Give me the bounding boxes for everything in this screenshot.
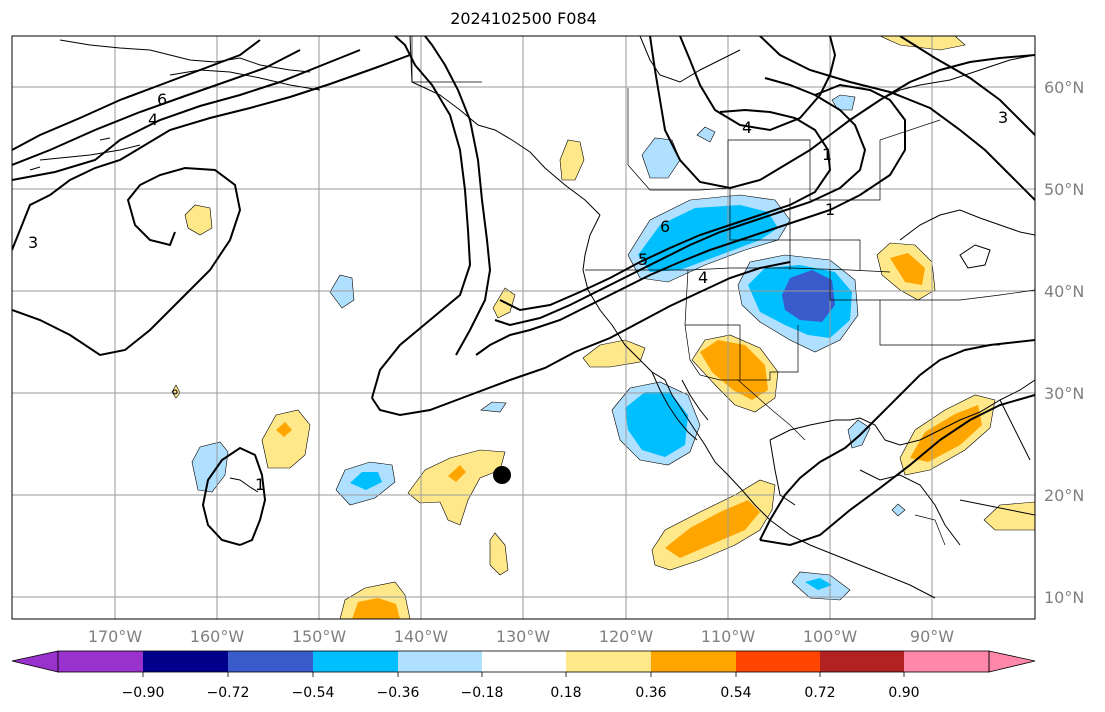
contour-label: 6 [157, 90, 167, 109]
contour-label: 1 [255, 475, 265, 494]
contour-label: 6 [660, 217, 670, 236]
cold-anomaly-region [696, 126, 716, 143]
colorbar-segment [820, 651, 904, 672]
lon-label: 120°W [599, 627, 654, 646]
map-frame [11, 35, 1036, 620]
cold-anomaly-region [891, 503, 906, 517]
colorbar-tick-label: −0.54 [292, 685, 335, 701]
colorbar-segment [313, 651, 398, 672]
lat-label: 10°N [1044, 588, 1084, 607]
contour-label: 1 [825, 200, 835, 219]
colorbar-tick-label: 0.18 [550, 685, 581, 701]
lat-label: 20°N [1044, 486, 1084, 505]
colorbar-tick-label: −0.18 [461, 685, 504, 701]
lon-label: 110°W [701, 627, 756, 646]
contour-labels: 6 4 3 4 1 6 5 4 3 1 1 [28, 90, 1008, 494]
contour-label: 1 [822, 145, 832, 164]
colorbar-tick-label: −0.90 [122, 685, 165, 701]
colorbar-segment [482, 651, 566, 672]
lon-label: 90°W [910, 627, 954, 646]
borders [411, 36, 1035, 546]
colorbar-tick-label: 0.90 [888, 685, 919, 701]
lon-label: 140°W [394, 627, 449, 646]
colorbar-tick-label: 0.54 [720, 685, 751, 701]
map-title: 2024102500 F084 [450, 9, 597, 28]
warm-anomaly-region [261, 409, 311, 469]
lat-label: 40°N [1044, 282, 1084, 301]
lon-label: 170°W [88, 627, 143, 646]
contour-label: 3 [998, 108, 1008, 127]
cold-anomaly-core [350, 472, 382, 490]
contour-lines [12, 36, 1035, 547]
colorbar-segment [904, 651, 989, 672]
warm-anomaly-region [184, 204, 213, 236]
colorbar-tick-label: 0.36 [635, 685, 666, 701]
colorbar-tick-label: −0.36 [377, 685, 420, 701]
contour-label: 3 [28, 233, 38, 252]
cold-anomaly-peak [782, 270, 835, 322]
cold-anomaly-core [805, 578, 832, 590]
location-marker [493, 466, 511, 484]
lat-label: 60°N [1044, 78, 1084, 97]
warm-anomaly-core [448, 465, 466, 482]
colorbar-tick-label: 0.72 [804, 685, 835, 701]
colorbar-segment [736, 651, 820, 672]
lon-label: 160°W [190, 627, 245, 646]
warm-anomaly-region [559, 139, 585, 181]
warm-anomaly-region [489, 532, 509, 576]
lon-label: 100°W [803, 627, 858, 646]
latitude-labels: 60°N 50°N 40°N 30°N 20°N 10°N [1044, 78, 1084, 607]
contour-label: 4 [742, 118, 752, 137]
cold-anomaly-region [191, 441, 229, 493]
coastlines [29, 36, 1035, 599]
cold-anomaly-core [625, 392, 688, 457]
lat-label: 50°N [1044, 180, 1084, 199]
contour-label: 4 [148, 110, 158, 129]
colorbar: −0.90 −0.72 −0.54 −0.36 −0.18 0.18 0.36 … [11, 650, 1036, 701]
warm-anomaly-region [407, 449, 506, 526]
colorbar-max-extension [988, 650, 1036, 673]
warm-anomaly-core [352, 598, 400, 619]
colorbar-segment [58, 651, 143, 672]
cold-anomaly-region [480, 401, 507, 413]
colorbar-tick-label: −0.72 [207, 685, 250, 701]
longitude-labels: 170°W 160°W 150°W 140°W 130°W 120°W 110°… [88, 627, 954, 646]
warm-anomaly-core [890, 253, 925, 285]
colorbar-min-extension [11, 650, 59, 673]
contour-label: 5 [638, 250, 648, 269]
warm-anomaly-core [665, 500, 760, 558]
colorbar-segment [566, 651, 651, 672]
colorbar-segment [143, 651, 228, 672]
cold-anomaly-core [638, 205, 778, 272]
colorbar-segment [228, 651, 313, 672]
lon-label: 150°W [292, 627, 347, 646]
lat-label: 30°N [1044, 384, 1084, 403]
colorbar-segment [651, 651, 736, 672]
lon-label: 130°W [496, 627, 551, 646]
warm-anomaly-core [276, 422, 292, 437]
contour-label: 4 [698, 268, 708, 287]
colorbar-segment [398, 651, 482, 672]
warm-anomaly-region [879, 36, 966, 51]
warm-anomaly-region [582, 339, 646, 368]
warm-anomaly-core [910, 405, 982, 462]
warm-anomaly-core [700, 340, 768, 400]
